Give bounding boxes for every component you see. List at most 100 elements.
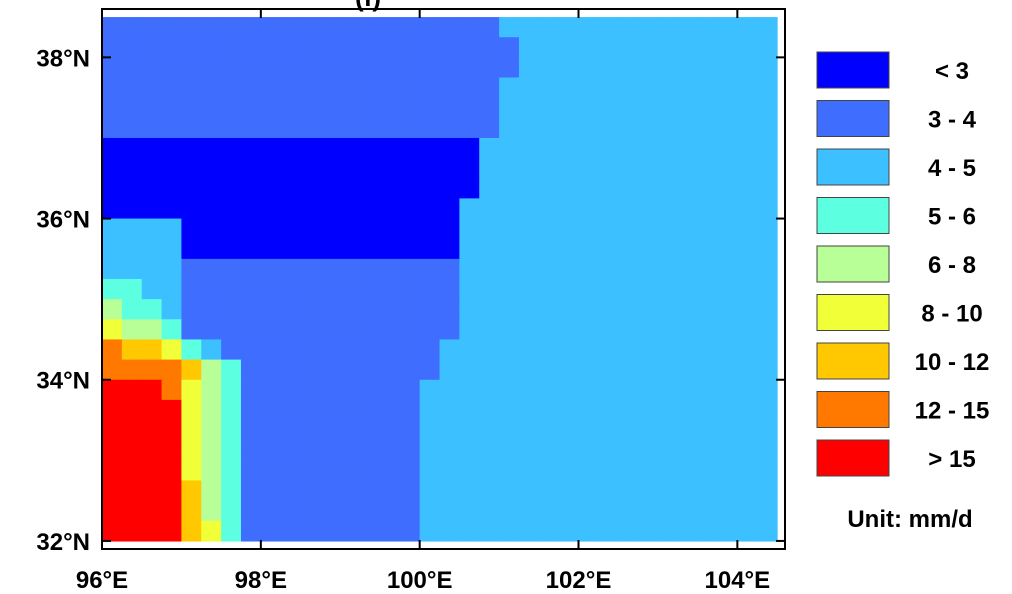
grid-cell	[221, 137, 242, 159]
grid-cell	[121, 399, 143, 421]
x-tick-label: 102°E	[546, 567, 612, 594]
grid-cell	[518, 520, 540, 542]
grid-cell	[221, 178, 242, 199]
grid-cell	[161, 57, 183, 79]
grid-cell	[677, 37, 699, 58]
grid-cell	[499, 379, 520, 401]
grid-cell	[280, 258, 302, 280]
grid-cell	[379, 379, 401, 401]
grid-cell	[578, 158, 599, 179]
grid-cell	[717, 37, 738, 58]
grid-cell	[121, 37, 143, 58]
grid-cell	[399, 238, 421, 260]
grid-cell	[181, 117, 202, 139]
grid-cell	[201, 319, 222, 341]
grid-cell	[340, 178, 361, 199]
grid-cell	[657, 198, 679, 220]
grid-cell	[697, 37, 719, 58]
grid-cell	[419, 359, 441, 381]
grid-cell	[221, 198, 242, 220]
grid-cell	[399, 77, 421, 99]
grid-cell	[638, 97, 659, 119]
grid-cell	[499, 137, 520, 159]
grid-cell	[161, 258, 183, 280]
grid-cell	[201, 57, 222, 79]
grid-cell	[221, 117, 242, 139]
grid-cell	[717, 178, 738, 199]
grid-cell	[300, 420, 321, 441]
grid-cell	[141, 198, 163, 220]
grid-cell	[558, 359, 580, 381]
grid-cell	[181, 57, 202, 79]
grid-cell	[240, 17, 262, 38]
grid-cell	[638, 460, 659, 482]
grid-cell	[419, 500, 441, 522]
grid-cell	[399, 117, 421, 139]
grid-cell	[102, 57, 123, 79]
grid-cell	[518, 319, 540, 341]
grid-cell	[479, 117, 500, 139]
grid-cell	[320, 57, 341, 79]
grid-cell	[221, 258, 242, 280]
grid-cell	[221, 279, 242, 300]
map-title: (f)	[355, 0, 381, 12]
grid-cell	[419, 258, 441, 280]
grid-cell	[181, 520, 202, 542]
grid-cell	[419, 97, 441, 119]
grid-cell	[340, 339, 361, 361]
grid-cell	[419, 460, 441, 482]
grid-cell	[697, 57, 719, 79]
grid-cell	[141, 420, 163, 441]
grid-cell	[618, 17, 639, 38]
grid-cell	[439, 279, 460, 300]
grid-cell	[360, 440, 381, 461]
grid-cell	[657, 158, 679, 179]
grid-cell	[260, 319, 282, 341]
grid-cell	[499, 359, 520, 381]
grid-cell	[618, 279, 639, 300]
grid-cell	[240, 399, 262, 421]
grid-cell	[657, 520, 679, 542]
grid-cell	[280, 299, 302, 320]
grid-cell	[280, 520, 302, 542]
grid-cell	[161, 359, 183, 381]
grid-cell	[161, 198, 183, 220]
grid-cell	[161, 339, 183, 361]
grid-cell	[538, 319, 560, 341]
grid-cell	[320, 319, 341, 341]
grid-cell	[340, 279, 361, 300]
grid-cell	[518, 420, 540, 441]
grid-cell	[578, 500, 599, 522]
grid-cell	[598, 440, 619, 461]
grid-cell	[439, 299, 460, 320]
grid-cell	[141, 158, 163, 179]
grid-cell	[638, 520, 659, 542]
grid-cell	[300, 258, 321, 280]
grid-cell	[419, 299, 441, 320]
grid-cell	[221, 77, 242, 99]
grid-cell	[479, 420, 500, 441]
grid-cell	[638, 500, 659, 522]
grid-cell	[340, 359, 361, 381]
grid-cell	[558, 279, 580, 300]
grid-cell	[717, 77, 738, 99]
grid-cell	[102, 77, 123, 99]
grid-cell	[181, 359, 202, 381]
grid-cell	[479, 480, 500, 502]
grid-cell	[141, 258, 163, 280]
grid-cell	[717, 218, 738, 240]
grid-cell	[638, 399, 659, 421]
grid-cell	[518, 379, 540, 401]
grid-cell	[638, 17, 659, 38]
grid-cell	[598, 158, 619, 179]
grid-cell	[340, 460, 361, 482]
grid-cell	[240, 440, 262, 461]
grid-cell	[518, 279, 540, 300]
grid-cell	[717, 339, 738, 361]
grid-cell	[638, 178, 659, 199]
grid-cell	[181, 279, 202, 300]
grid-cell	[340, 238, 361, 260]
grid-cell	[538, 117, 560, 139]
grid-cell	[260, 198, 282, 220]
grid-cell	[657, 97, 679, 119]
